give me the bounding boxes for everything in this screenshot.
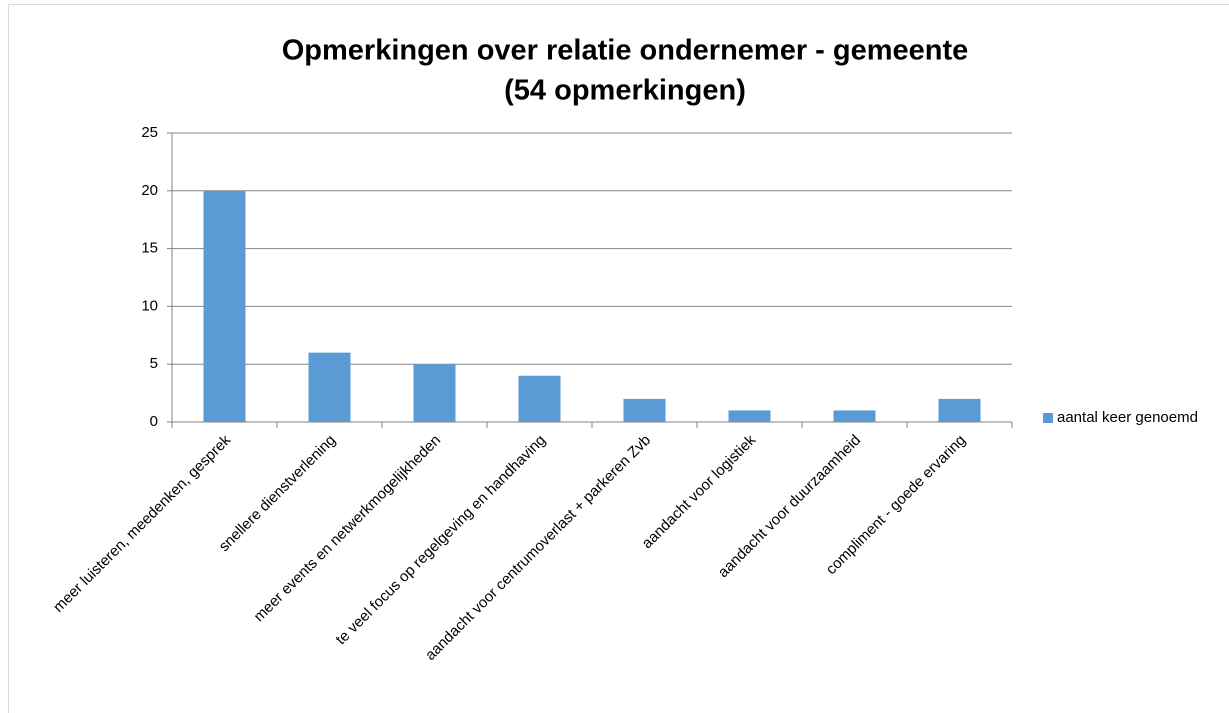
bar: [833, 410, 876, 422]
bar: [518, 375, 561, 422]
y-tick-label: 5: [150, 355, 158, 372]
legend-label: aantal keer genoemd: [1057, 409, 1198, 426]
chart-frame: [8, 4, 1229, 713]
bar: [308, 352, 351, 422]
bar: [623, 398, 666, 422]
y-tick-label: 10: [141, 297, 158, 314]
bar: [413, 364, 456, 422]
chart-title: (54 opmerkingen): [504, 75, 746, 107]
legend-swatch: [1043, 413, 1053, 423]
bar: [728, 410, 771, 422]
chart-title: Opmerkingen over relatie ondernemer - ge…: [282, 35, 969, 67]
y-tick-label: 20: [141, 182, 158, 199]
bar: [938, 398, 981, 422]
y-tick-label: 15: [141, 240, 158, 257]
y-tick-label: 25: [141, 124, 158, 141]
y-tick-label: 0: [150, 413, 158, 430]
bar: [203, 190, 246, 422]
